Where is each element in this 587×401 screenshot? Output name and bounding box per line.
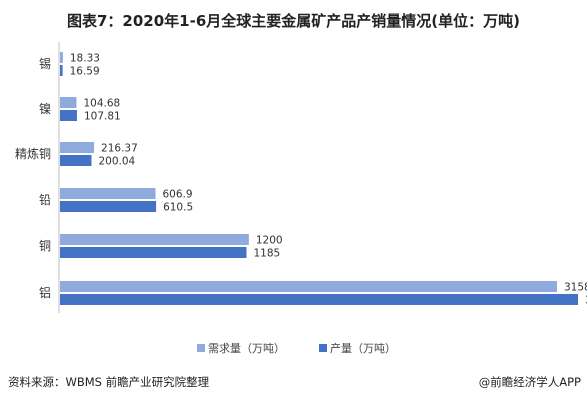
data-label: 18.33 (70, 53, 100, 65)
bar-demand (60, 142, 95, 153)
category-label: 铜 (39, 238, 51, 253)
category-label: 镍 (39, 102, 51, 116)
data-label: 104.68 (83, 98, 120, 110)
data-label: 3158 (564, 282, 587, 294)
bar-demand (60, 234, 249, 245)
legend-entry: 产量（万吨） (330, 341, 396, 355)
data-label: 107.81 (84, 111, 121, 123)
bar-production (60, 65, 63, 76)
legend-swatch (319, 344, 327, 352)
bar-production (60, 110, 77, 121)
legend-entry: 需求量（万吨） (208, 342, 285, 355)
bar-production (60, 201, 157, 212)
data-label: 1200 (256, 235, 283, 247)
category-label: 精炼铜 (15, 146, 51, 161)
category-label: 铅 (39, 193, 51, 207)
data-label: 606.9 (163, 189, 193, 201)
data-label: 610.5 (163, 202, 193, 214)
category-label: 锡 (39, 56, 51, 71)
source-note: 资料来源：WBMS 前瞻产业研究院整理 (8, 375, 210, 389)
data-label: 216.37 (101, 143, 138, 155)
bar-demand (60, 52, 63, 63)
bar-production (60, 155, 92, 166)
brand-label: @前瞻经济学人APP (478, 375, 581, 389)
bar-demand (60, 97, 77, 108)
bar-production (60, 294, 578, 305)
data-label: 1185 (253, 248, 280, 260)
data-label: 16.59 (70, 66, 100, 78)
legend-swatch (197, 344, 205, 352)
category-label: 铝 (39, 285, 51, 300)
chart-title: 图表7：2020年1-6月全球主要金属矿产品产销量情况(单位：万吨) (67, 12, 520, 30)
data-label: 3291.5 (585, 295, 587, 307)
bar-demand (60, 281, 557, 292)
bar-production (60, 247, 247, 258)
bar-demand (60, 188, 156, 199)
legend: 需求量（万吨） 产量（万吨） (197, 341, 396, 355)
data-label: 200.04 (98, 156, 135, 168)
